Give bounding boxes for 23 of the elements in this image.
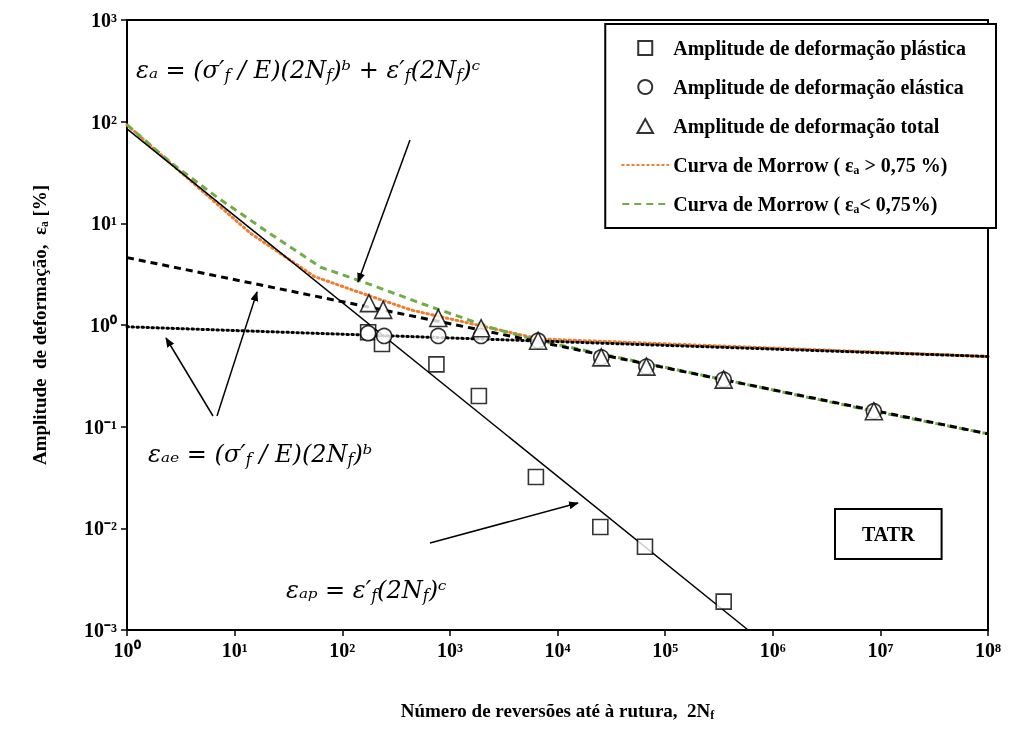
- x-tick-label: 10⁵: [652, 639, 679, 661]
- y-tick-label: 10²: [91, 110, 117, 133]
- legend-label: Amplitude de deformação total: [673, 115, 940, 138]
- x-tick-label: 10⁶: [759, 639, 786, 661]
- x-tick-label: 10⁸: [975, 639, 1001, 661]
- annotation: TATR: [862, 523, 916, 545]
- y-tick-label: 10⁻¹: [84, 415, 117, 438]
- y-axis-title: Amplitude de deformação, εₐ [%]: [29, 184, 50, 466]
- x-tick-label: 10²: [329, 639, 356, 661]
- legend-label: Curva de Morrow ( εₐ > 0,75 %): [673, 154, 948, 177]
- x-tick-label: 10⁷: [867, 639, 894, 661]
- legend-label: Curva de Morrow ( εₐ< 0,75%): [673, 193, 938, 216]
- y-tick-label: 10¹: [91, 212, 117, 235]
- y-tick-label: 10⁻²: [84, 517, 117, 540]
- x-tick-label: 10³: [436, 639, 463, 661]
- legend-label: Amplitude de deformação plástica: [673, 37, 967, 60]
- y-tick-label: 10³: [91, 9, 117, 31]
- x-tick-label: 10⁰: [113, 639, 141, 661]
- y-tick-label: 10⁰: [90, 314, 117, 336]
- x-tick-label: 10⁴: [544, 639, 571, 661]
- legend-label: Amplitude de deformação elástica: [673, 76, 964, 99]
- y-tick-label: 10⁻³: [84, 619, 117, 641]
- x-tick-label: 10¹: [221, 639, 248, 661]
